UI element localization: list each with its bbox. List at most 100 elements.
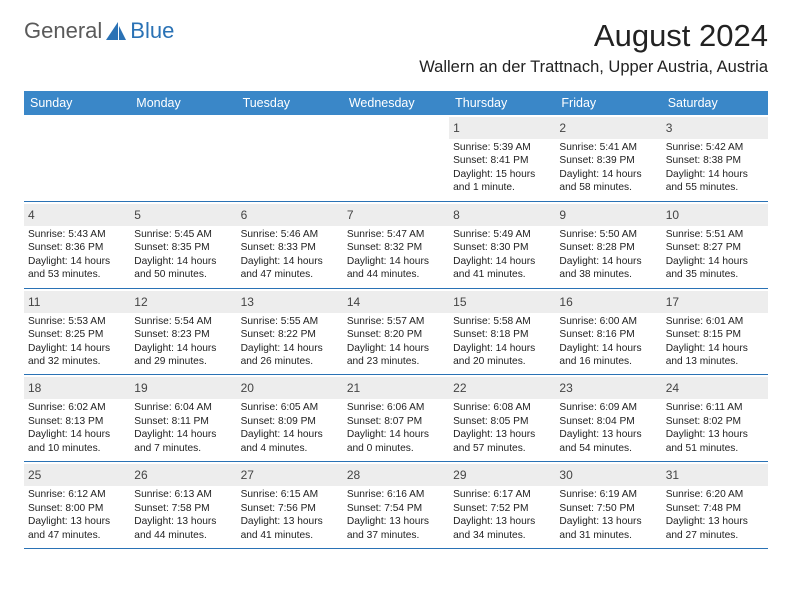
day-number: 25 xyxy=(28,468,41,482)
day-details: Sunrise: 5:57 AMSunset: 8:20 PMDaylight:… xyxy=(347,315,445,369)
day-number: 10 xyxy=(666,208,679,222)
day-detail-line: Daylight: 14 hours xyxy=(666,255,764,268)
day-number: 14 xyxy=(347,295,360,309)
day-detail-line: and 13 minutes. xyxy=(666,355,764,368)
day-number: 20 xyxy=(241,381,254,395)
day-detail-line: Daylight: 14 hours xyxy=(241,342,339,355)
day-number-row: 16 xyxy=(555,291,661,313)
day-detail-line: and 57 minutes. xyxy=(453,442,551,455)
day-number: 26 xyxy=(134,468,147,482)
day-cell: 20 Sunrise: 6:05 AMSunset: 8:09 PMDayligh… xyxy=(237,375,343,461)
empty-day-number-row xyxy=(237,117,343,135)
day-details: Sunrise: 5:55 AMSunset: 8:22 PMDaylight:… xyxy=(241,315,339,369)
day-cell: 30Sunrise: 6:19 AMSunset: 7:50 PMDayligh… xyxy=(555,462,661,548)
day-detail-line: Sunrise: 5:49 AM xyxy=(453,228,551,241)
day-details: Sunrise: 5:39 AMSunset: 8:41 PMDaylight:… xyxy=(453,141,551,195)
day-detail-line: Sunset: 8:05 PM xyxy=(453,415,551,428)
day-details: Sunrise: 5:53 AMSunset: 8:25 PMDaylight:… xyxy=(28,315,126,369)
day-detail-line: Daylight: 13 hours xyxy=(134,515,232,528)
day-details: Sunrise: 5:41 AMSunset: 8:39 PMDaylight:… xyxy=(559,141,657,195)
day-detail-line: Daylight: 14 hours xyxy=(453,342,551,355)
day-detail-line: Sunset: 8:38 PM xyxy=(666,154,764,167)
day-number-row: 28 xyxy=(343,464,449,486)
day-number: 4 xyxy=(28,208,35,222)
day-details: Sunrise: 6:09 AMSunset: 8:04 PMDaylight:… xyxy=(559,401,657,455)
day-number: 28 xyxy=(347,468,360,482)
day-number: 6 xyxy=(241,208,248,222)
day-number-row: 8 xyxy=(449,204,555,226)
day-detail-line: and 20 minutes. xyxy=(453,355,551,368)
day-number-row: 22 xyxy=(449,377,555,399)
day-detail-line: Sunrise: 5:51 AM xyxy=(666,228,764,241)
day-details: Sunrise: 6:02 AMSunset: 8:13 PMDaylight:… xyxy=(28,401,126,455)
day-number: 7 xyxy=(347,208,354,222)
logo: General Blue xyxy=(24,18,174,44)
day-details: Sunrise: 6:19 AMSunset: 7:50 PMDaylight:… xyxy=(559,488,657,542)
day-detail-line: Sunrise: 6:00 AM xyxy=(559,315,657,328)
day-cell: 18Sunrise: 6:02 AMSunset: 8:13 PMDayligh… xyxy=(24,375,130,461)
day-detail-line: Sunset: 8:02 PM xyxy=(666,415,764,428)
day-number: 8 xyxy=(453,208,460,222)
day-detail-line: Sunset: 8:36 PM xyxy=(28,241,126,254)
day-cell: 9Sunrise: 5:50 AMSunset: 8:28 PMDaylight… xyxy=(555,202,661,288)
day-detail-line: Sunset: 7:56 PM xyxy=(241,502,339,515)
day-number-row: 11 xyxy=(24,291,130,313)
day-details: Sunrise: 6:06 AMSunset: 8:07 PMDaylight:… xyxy=(347,401,445,455)
day-cell: 1Sunrise: 5:39 AMSunset: 8:41 PMDaylight… xyxy=(449,115,555,201)
day-detail-line: and 47 minutes. xyxy=(241,268,339,281)
day-detail-line: and 23 minutes. xyxy=(347,355,445,368)
day-detail-line: Sunset: 8:00 PM xyxy=(28,502,126,515)
day-details: Sunrise: 6:17 AMSunset: 7:52 PMDaylight:… xyxy=(453,488,551,542)
day-detail-line: Sunrise: 6:04 AM xyxy=(134,401,232,414)
day-detail-line: Sunset: 8:07 PM xyxy=(347,415,445,428)
day-detail-line: Daylight: 14 hours xyxy=(666,168,764,181)
day-detail-line: and 53 minutes. xyxy=(28,268,126,281)
day-detail-line: and 1 minute. xyxy=(453,181,551,194)
day-number-row: 5 xyxy=(130,204,236,226)
day-number-row: 31 xyxy=(662,464,768,486)
day-number: 3 xyxy=(666,121,673,135)
calendar: Sunday Monday Tuesday Wednesday Thursday… xyxy=(24,91,768,549)
empty-day-number-row xyxy=(130,117,236,135)
week-row: 1Sunrise: 5:39 AMSunset: 8:41 PMDaylight… xyxy=(24,115,768,202)
weekday-header: Tuesday xyxy=(237,91,343,115)
logo-text-blue: Blue xyxy=(130,18,174,44)
day-number-row: 21 xyxy=(343,377,449,399)
day-detail-line: Daylight: 13 hours xyxy=(666,428,764,441)
day-detail-line: Daylight: 14 hours xyxy=(134,342,232,355)
day-detail-line: Sunrise: 6:09 AM xyxy=(559,401,657,414)
day-cell: 4Sunrise: 5:43 AMSunset: 8:36 PMDaylight… xyxy=(24,202,130,288)
day-detail-line: Daylight: 14 hours xyxy=(134,255,232,268)
day-detail-line: Sunrise: 5:46 AM xyxy=(241,228,339,241)
day-number-row: 13 xyxy=(237,291,343,313)
day-detail-line: Sunrise: 6:13 AM xyxy=(134,488,232,501)
day-details: Sunrise: 6:01 AMSunset: 8:15 PMDaylight:… xyxy=(666,315,764,369)
day-cell: 17 Sunrise: 6:01 AMSunset: 8:15 PMDayligh… xyxy=(662,289,768,375)
day-cell: 12Sunrise: 5:54 AMSunset: 8:23 PMDayligh… xyxy=(130,289,236,375)
day-details: Sunrise: 6:05 AMSunset: 8:09 PMDaylight:… xyxy=(241,401,339,455)
day-number: 29 xyxy=(453,468,466,482)
day-detail-line: Sunrise: 6:02 AM xyxy=(28,401,126,414)
day-detail-line: Sunrise: 5:50 AM xyxy=(559,228,657,241)
day-detail-line: Sunrise: 6:17 AM xyxy=(453,488,551,501)
day-number-row: 19 xyxy=(130,377,236,399)
day-cell: 25Sunrise: 6:12 AMSunset: 8:00 PMDayligh… xyxy=(24,462,130,548)
day-detail-line: and 7 minutes. xyxy=(134,442,232,455)
day-number: 17 xyxy=(666,295,679,309)
day-detail-line: Sunset: 8:32 PM xyxy=(347,241,445,254)
day-detail-line: Sunrise: 6:12 AM xyxy=(28,488,126,501)
day-cell xyxy=(24,115,130,201)
day-number-row: 24 xyxy=(662,377,768,399)
day-detail-line: Sunset: 8:20 PM xyxy=(347,328,445,341)
day-detail-line: Daylight: 14 hours xyxy=(28,428,126,441)
weeks-container: 1Sunrise: 5:39 AMSunset: 8:41 PMDaylight… xyxy=(24,115,768,549)
day-details: Sunrise: 5:42 AMSunset: 8:38 PMDaylight:… xyxy=(666,141,764,195)
weekday-header-row: Sunday Monday Tuesday Wednesday Thursday… xyxy=(24,91,768,115)
day-detail-line: Daylight: 13 hours xyxy=(559,515,657,528)
day-detail-line: Sunrise: 5:53 AM xyxy=(28,315,126,328)
day-detail-line: Sunset: 8:23 PM xyxy=(134,328,232,341)
week-row: 25 Sunrise: 6:12 AMSunset: 8:00 PM Dayligh… xyxy=(24,462,768,549)
day-detail-line: Daylight: 14 hours xyxy=(666,342,764,355)
day-detail-line: Daylight: 15 hours xyxy=(453,168,551,181)
day-detail-line: Sunset: 7:54 PM xyxy=(347,502,445,515)
